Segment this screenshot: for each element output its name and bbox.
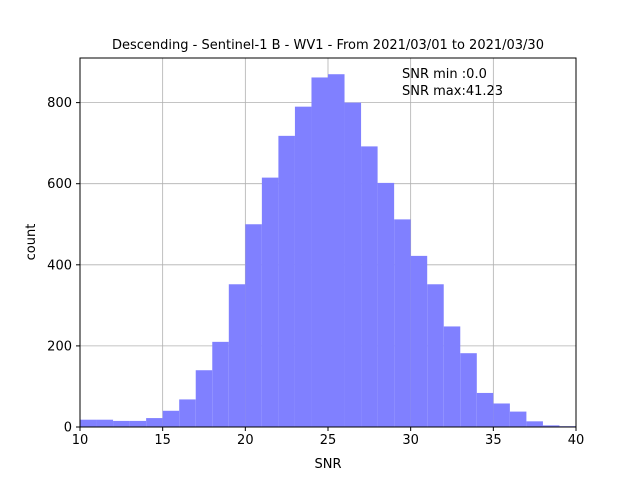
histogram-bar (443, 326, 461, 427)
histogram-bar (509, 411, 527, 427)
y-tick-label: 400 (47, 258, 72, 273)
x-tick-label: 25 (320, 433, 337, 448)
histogram-bar (476, 392, 494, 427)
histogram-bar (146, 418, 163, 427)
x-tick-label: 30 (402, 433, 419, 448)
chart-title: Descending - Sentinel-1 B - WV1 - From 2… (112, 38, 544, 53)
histogram-bar (294, 106, 312, 427)
y-tick-label: 600 (47, 177, 72, 192)
histogram-bar (377, 182, 395, 427)
histogram-bar (113, 420, 130, 427)
histogram-bar (212, 341, 229, 427)
x-tick-label: 40 (568, 433, 585, 448)
y-tick-label: 800 (47, 96, 72, 111)
histogram-bar (542, 425, 560, 427)
histogram-bar (96, 419, 114, 427)
histogram-bars (80, 74, 576, 427)
histogram-bar (129, 420, 147, 427)
histogram-bar (328, 74, 345, 427)
histogram-bar (311, 77, 328, 427)
snr-min-annotation: SNR min :0.0 (402, 67, 487, 82)
histogram-bar (361, 146, 378, 427)
histogram-bar (195, 370, 213, 427)
x-tick-label: 10 (72, 433, 89, 448)
histogram-bar (394, 219, 411, 427)
y-axis-label: count (24, 224, 39, 261)
histogram-bar (162, 410, 180, 427)
x-axis-label: SNR (314, 457, 341, 472)
histogram-bar (261, 177, 279, 427)
histogram-bar (410, 255, 428, 427)
histogram-bar (245, 224, 262, 427)
histogram-bar (493, 403, 510, 427)
x-tick-label: 20 (237, 433, 254, 448)
histogram-bar (460, 353, 477, 427)
histogram-bar (228, 284, 246, 427)
histogram-bar (344, 102, 362, 427)
y-tick-label: 0 (64, 421, 72, 436)
histogram-bar (80, 419, 97, 427)
y-tick-label: 200 (47, 339, 72, 354)
y-axis-ticks: 0 200 400 600 800 (47, 96, 80, 436)
x-axis-ticks: 10 15 20 25 30 35 40 (72, 427, 585, 448)
histogram-bar (278, 135, 295, 427)
histogram-bar (526, 421, 543, 427)
histogram-bar (179, 399, 196, 427)
histogram-bar (427, 284, 444, 427)
snr-max-annotation: SNR max:41.23 (402, 84, 503, 99)
x-tick-label: 35 (485, 433, 502, 448)
x-tick-label: 15 (154, 433, 171, 448)
